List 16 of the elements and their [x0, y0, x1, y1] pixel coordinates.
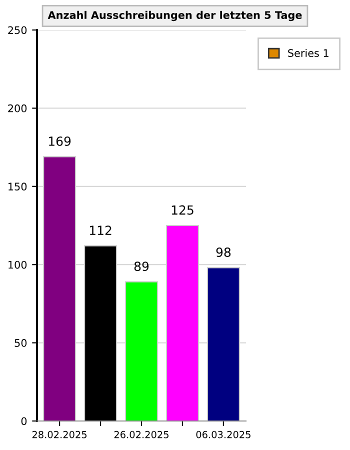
data-label: 112 — [90, 226, 112, 235]
y-tick-label: 200 — [8, 104, 27, 112]
y-tick-label: 250 — [8, 26, 27, 34]
text: Series 1 — [288, 48, 328, 57]
y-tick-label: 100 — [8, 260, 27, 269]
x-tick-label: 06.03.2025 — [196, 430, 250, 438]
y-tick-label: 0 — [21, 417, 27, 426]
y-tick-label: 50 — [14, 339, 27, 347]
data-label: 89 — [134, 262, 149, 272]
y-tick-label: 150 — [8, 182, 27, 191]
data-label: 125 — [172, 205, 194, 215]
data-label: 169 — [48, 136, 71, 146]
x-tick-label: 26.02.2025 — [114, 430, 168, 438]
x-tick-label: 28.02.2025 — [32, 430, 87, 438]
data-label: 98 — [216, 248, 231, 257]
chart-title: Anzahl Ausschreibungen der letzten 5 Tage — [48, 10, 302, 22]
